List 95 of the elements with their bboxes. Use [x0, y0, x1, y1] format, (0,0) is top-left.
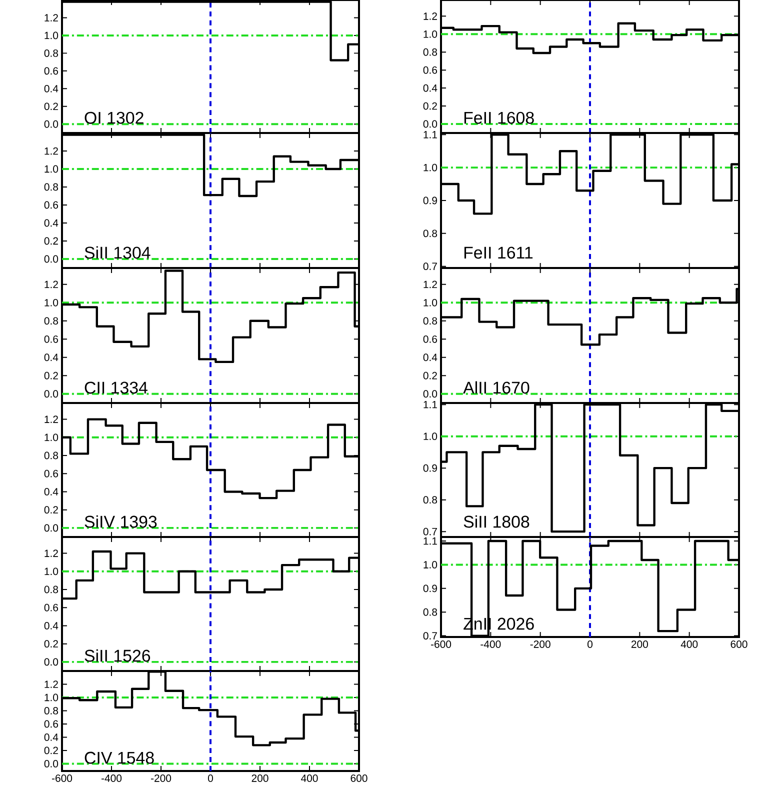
x-tick-label: 600 — [350, 774, 368, 782]
y-tick-label: 0.4 — [423, 84, 438, 92]
x-tick-label: 0 — [208, 774, 213, 782]
text: SiII 1808 — [464, 515, 530, 528]
y-tick-label: 0.7 — [423, 632, 437, 640]
y-tick-label: 0.6 — [44, 335, 58, 343]
text: FeII 1608 — [464, 112, 534, 124]
y-tick-label: 1.2 — [44, 280, 58, 288]
text: AlII 1670 — [463, 381, 530, 394]
y-tick-label: 0.6 — [44, 67, 58, 75]
y-tick-label: 0.8 — [423, 496, 438, 504]
y-tick-label: 1.0 — [424, 298, 438, 306]
y-tick-label: 0.6 — [44, 720, 58, 728]
x-tick-label: 400 — [301, 774, 318, 782]
y-tick-label: 0.4 — [44, 84, 58, 92]
y-tick-label: 0.2 — [44, 372, 58, 380]
y-tick-label: 0.0 — [44, 524, 58, 532]
x-tick-label: -600 — [431, 640, 452, 648]
y-tick-label: 1.1 — [424, 131, 437, 138]
y-tick-label: 0.8 — [44, 317, 58, 325]
y-tick-label: 1.1 — [424, 537, 437, 545]
x-tick-label: -400 — [102, 774, 122, 782]
y-tick-label: 1.1 — [424, 400, 437, 408]
y-tick-label: 1.2 — [424, 280, 437, 288]
y-tick-label: 1.2 — [44, 416, 58, 423]
y-tick-label: 0.4 — [44, 354, 58, 362]
y-tick-label: 0.4 — [44, 734, 58, 741]
y-tick-label: 0.8 — [44, 49, 58, 57]
y-tick-label: 1.2 — [44, 680, 58, 688]
y-tick-label: 0.4 — [44, 488, 58, 496]
y-tick-label: 1.0 — [44, 298, 58, 306]
y-tick-label: 0.6 — [423, 335, 438, 343]
x-tick-label: 0 — [588, 640, 592, 648]
y-tick-label: 1.0 — [44, 568, 58, 576]
x-tick-label: 200 — [631, 640, 648, 648]
y-tick-label: 1.0 — [44, 434, 58, 442]
text: OI 1302 — [84, 112, 144, 124]
x-tick-label: -200 — [151, 774, 172, 782]
y-tick-label: 1.2 — [44, 147, 58, 155]
y-tick-label: 0.0 — [44, 390, 58, 398]
y-tick-label: 1.0 — [44, 165, 58, 173]
y-tick-label: 0.0 — [423, 120, 438, 128]
text: SiII 1304 — [84, 246, 150, 259]
text: CII 1334 — [84, 382, 148, 394]
text: CIV 1548 — [84, 752, 154, 764]
text: SiII 1526 — [84, 649, 150, 662]
y-tick-label: 0.2 — [423, 372, 437, 380]
y-tick-label: 1.0 — [424, 164, 438, 172]
y-tick-label: 0.0 — [44, 120, 58, 128]
y-tick-label: 0.2 — [44, 102, 58, 110]
y-tick-label: 0.4 — [44, 622, 58, 630]
x-tick-label: -400 — [480, 640, 501, 648]
y-tick-label: 0.8 — [44, 707, 58, 714]
y-tick-label: 1.0 — [424, 432, 438, 440]
x-tick-label: 200 — [252, 774, 268, 782]
y-tick-label: 0.8 — [423, 317, 438, 325]
text: SiIV 1393 — [84, 515, 157, 528]
x-tick-label: 400 — [680, 640, 698, 648]
y-tick-label: 1.0 — [44, 32, 58, 40]
y-tick-label: 0.2 — [44, 506, 58, 514]
y-tick-label: 1.2 — [44, 550, 58, 557]
y-tick-label: 0.4 — [44, 219, 58, 227]
y-tick-label: 0.9 — [423, 196, 437, 204]
y-tick-label: 1.0 — [424, 561, 438, 568]
y-tick-label: 0.8 — [44, 183, 58, 191]
y-tick-label: 0.9 — [423, 584, 437, 592]
y-tick-label: 0.2 — [44, 746, 58, 754]
y-tick-label: 0.7 — [423, 528, 437, 536]
x-tick-label: 600 — [730, 640, 748, 648]
y-tick-label: 0.0 — [44, 760, 58, 768]
y-tick-label: 0.6 — [423, 66, 438, 74]
y-tick-label: 0.0 — [423, 390, 438, 398]
y-tick-label: 1.2 — [424, 12, 437, 20]
y-tick-label: 0.0 — [44, 658, 58, 666]
y-tick-label: 0.8 — [423, 608, 438, 616]
y-tick-label: 0.8 — [423, 230, 438, 238]
y-tick-label: 0.8 — [44, 452, 58, 460]
y-tick-label: 0.9 — [423, 464, 437, 472]
y-tick-label: 1.2 — [44, 14, 58, 22]
y-tick-label: 0.7 — [423, 262, 437, 270]
y-tick-label: 0.0 — [44, 255, 58, 263]
x-tick-label: -600 — [52, 774, 72, 782]
y-tick-label: 0.6 — [44, 470, 58, 478]
y-tick-label: 1.0 — [424, 30, 438, 38]
text: FeII 1611 — [464, 246, 533, 259]
y-tick-label: 0.6 — [44, 201, 58, 209]
y-tick-label: 1.0 — [44, 694, 58, 702]
x-tick-label: -200 — [530, 640, 550, 648]
y-tick-label: 0.8 — [423, 48, 438, 56]
y-tick-label: 0.2 — [44, 640, 58, 648]
y-tick-label: 0.6 — [44, 604, 58, 612]
y-tick-label: 0.2 — [423, 102, 437, 110]
y-tick-label: 0.8 — [44, 586, 58, 594]
y-tick-label: 0.4 — [423, 354, 438, 362]
y-tick-label: 0.2 — [44, 237, 58, 245]
